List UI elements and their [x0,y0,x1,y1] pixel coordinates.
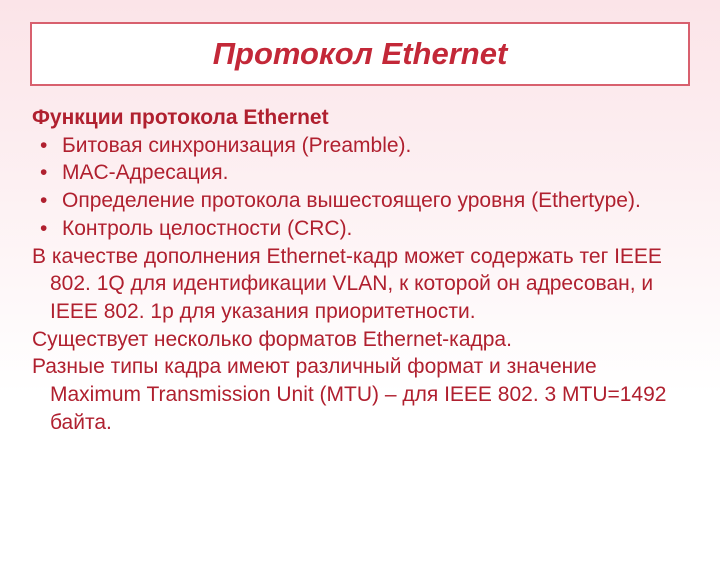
subtitle: Функции протокола Ethernet [32,104,688,132]
bullet-item: • Контроль целостности (CRC). [32,215,688,243]
paragraph: Существует несколько форматов Ethernet-к… [32,326,688,354]
bullet-text: Битовая синхронизация (Preamble). [62,132,688,160]
bullet-item: • Битовая синхронизация (Preamble). [32,132,688,160]
slide-content: Функции протокола Ethernet • Битовая син… [0,104,720,437]
paragraph: Разные типы кадра имеют различный формат… [32,353,688,436]
title-box: Протокол Ethernet [30,22,690,86]
bullet-text: Определение протокола вышестоящего уровн… [62,187,688,215]
bullet-marker: • [32,215,62,243]
bullet-marker: • [32,187,62,215]
bullet-marker: • [32,159,62,187]
slide-title: Протокол Ethernet [52,36,668,72]
bullet-text: Контроль целостности (CRC). [62,215,688,243]
bullet-item: • MAC-Адресация. [32,159,688,187]
bullet-item: • Определение протокола вышестоящего уро… [32,187,688,215]
bullet-marker: • [32,132,62,160]
paragraph: В качестве дополнения Ethernet-кадр може… [32,243,688,326]
bullet-text: MAC-Адресация. [62,159,688,187]
